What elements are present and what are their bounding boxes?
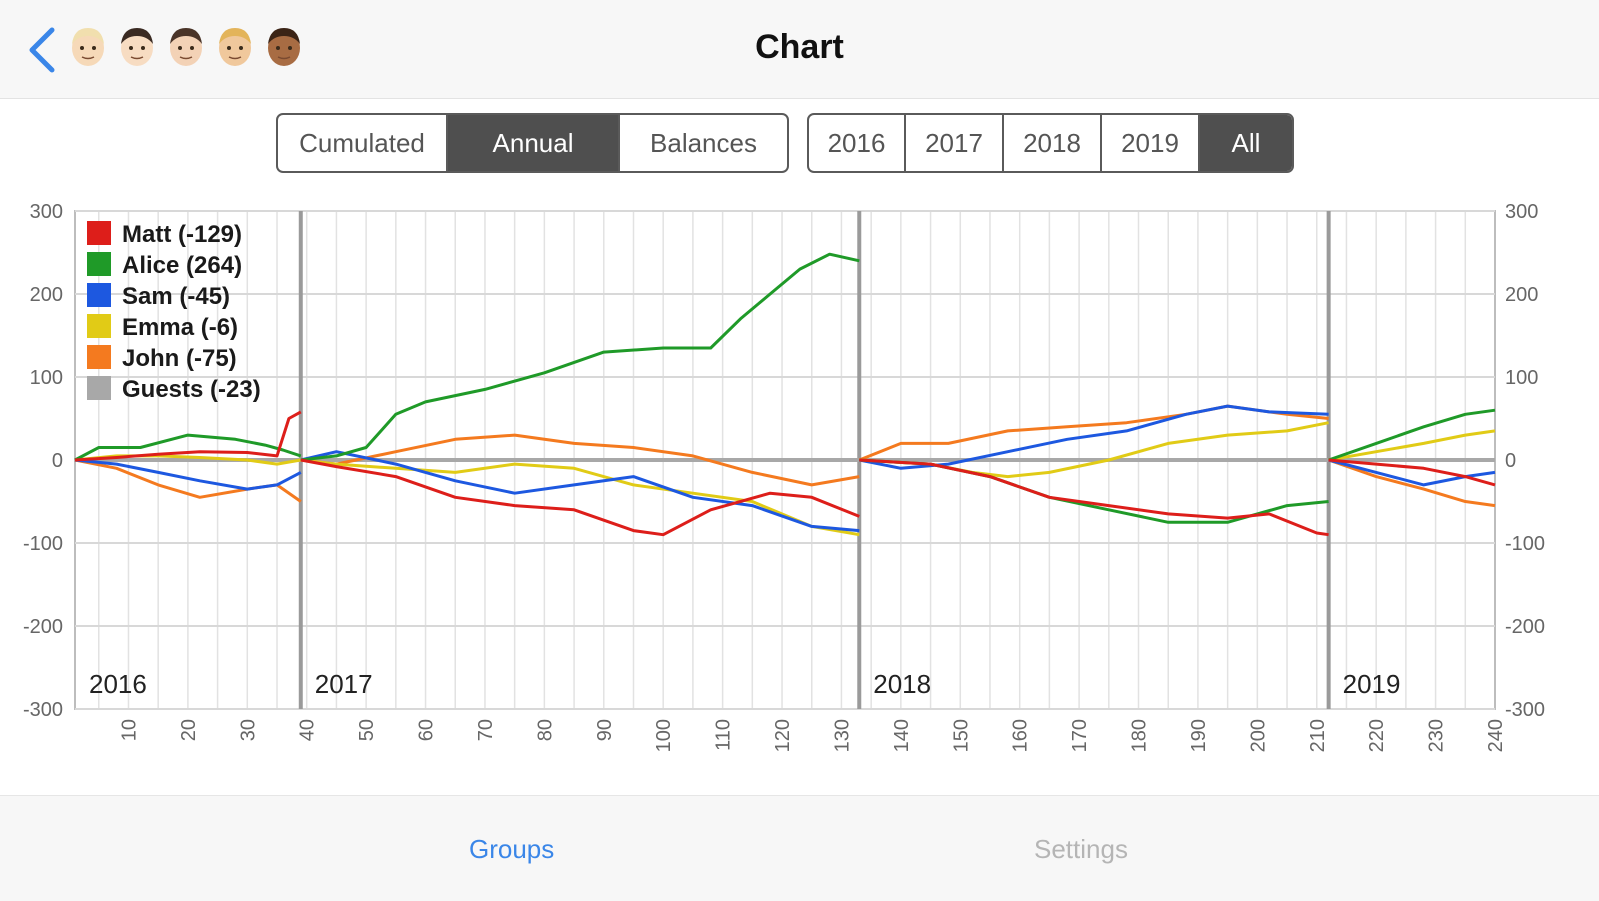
x-tick-label: 210 (1307, 719, 1329, 752)
x-tick-label: 160 (1010, 719, 1032, 752)
x-tick-label: 140 (891, 719, 913, 752)
series-line-alice (1328, 408, 1496, 462)
x-tick-label: 190 (1188, 719, 1210, 752)
year-option-2017[interactable]: 2017 (906, 115, 1004, 171)
series-line-alice (300, 252, 860, 462)
mode-option-cumulated[interactable]: Cumulated (278, 115, 448, 171)
mode-option-annual[interactable]: Annual (448, 115, 620, 171)
x-tick-label: 240 (1485, 719, 1507, 752)
year-option-2016[interactable]: 2016 (809, 115, 906, 171)
series-line-matt (1328, 458, 1496, 487)
x-tick-label: 50 (356, 719, 378, 741)
year-option-2018[interactable]: 2018 (1004, 115, 1102, 171)
x-tick-label: 220 (1366, 719, 1388, 752)
y-tick-label-left: 300 (30, 201, 63, 223)
legend-swatch-emma (87, 314, 111, 338)
legend-entry-john: John (-75) (122, 345, 237, 372)
y-tick-label-right: 0 (1505, 450, 1516, 472)
x-tick-label: 40 (297, 719, 319, 741)
mode-segmented-control: Cumulated Annual Balances (276, 113, 789, 173)
x-tick-label: 110 (713, 719, 735, 751)
x-tick-label: 90 (594, 719, 616, 741)
x-tick-label: 200 (1247, 719, 1269, 752)
year-option-all[interactable]: All (1200, 115, 1292, 171)
face-man-beard-icon (268, 28, 300, 66)
y-tick-label-left: 0 (52, 450, 63, 472)
y-tick-label-left: 100 (30, 367, 63, 389)
legend-entry-sam: Sam (-45) (122, 283, 230, 310)
x-tick-label: 20 (178, 719, 200, 741)
y-tick-label-right: 300 (1505, 201, 1538, 223)
legend-entry-alice: Alice (264) (122, 252, 242, 279)
series-line-sam (300, 450, 860, 533)
series-line-emma (74, 454, 302, 466)
navigation-bar: Chart (0, 0, 1599, 99)
x-tick-label: 10 (118, 719, 140, 741)
y-tick-label-left: -100 (23, 533, 63, 555)
series-line-sam (859, 404, 1329, 470)
year-segmented-control: 2016 2017 2018 2019 All (807, 113, 1294, 173)
x-tick-label: 100 (653, 719, 675, 752)
x-tick-label: 30 (237, 719, 259, 741)
balance-line-chart: 300 300 200 200 100 100 0 0 -100 -100 -200 -200 -300… (23, 201, 1545, 752)
series-line-sam (1328, 458, 1496, 487)
series-line-john (300, 433, 860, 487)
series-line-matt (859, 458, 1329, 537)
series-line-sam (74, 458, 302, 491)
legend-swatch-sam (87, 283, 111, 307)
period-label-2016: 2016 (89, 669, 147, 699)
y-tick-label-left: -300 (23, 699, 63, 721)
legend-entry-matt: Matt (-129) (122, 221, 242, 248)
tab-groups[interactable]: Groups (469, 834, 555, 864)
series-line-emma (300, 458, 860, 537)
legend-swatch-john (87, 345, 111, 369)
page-title: Chart (755, 28, 844, 66)
y-tick-label-left: 200 (30, 284, 63, 306)
back-chevron-icon[interactable] (22, 22, 62, 78)
legend-swatch-matt (87, 221, 111, 245)
face-boy-dark-hair-icon (121, 28, 153, 66)
series-line-emma (1328, 429, 1496, 462)
x-tick-label: 70 (475, 719, 497, 741)
y-tick-label-right: -200 (1505, 616, 1545, 638)
y-tick-label-left: -200 (23, 616, 63, 638)
x-tick-label: 80 (534, 719, 556, 741)
face-man-mustache-icon (170, 28, 202, 66)
mode-option-balances[interactable]: Balances (650, 127, 757, 158)
tab-settings[interactable]: Settings (1034, 834, 1128, 864)
legend-entry-emma: Emma (-6) (122, 314, 238, 341)
y-tick-label-right: -300 (1505, 699, 1545, 721)
period-label-2019: 2019 (1343, 669, 1401, 699)
y-tick-label-right: 100 (1505, 367, 1538, 389)
x-tick-label: 120 (772, 719, 794, 752)
series-line-matt (74, 410, 302, 462)
x-tick-label: 230 (1426, 719, 1448, 752)
series-line-john (1328, 458, 1496, 508)
year-option-2019[interactable]: 2019 (1102, 115, 1200, 171)
face-light-blond-icon (72, 28, 104, 66)
y-tick-label-right: -100 (1505, 533, 1545, 555)
x-tick-label: 60 (416, 719, 438, 741)
legend-entry-guests: Guests (-23) (122, 376, 261, 403)
face-woman-blonde-icon (219, 28, 251, 66)
x-tick-label: 170 (1069, 719, 1091, 752)
period-label-2018: 2018 (873, 669, 931, 699)
period-label-2017: 2017 (315, 669, 373, 699)
series-line-matt (300, 458, 860, 537)
y-tick-label-right: 200 (1505, 284, 1538, 306)
legend-swatch-alice (87, 252, 111, 276)
legend-swatch-guests (87, 376, 111, 400)
x-tick-label: 130 (831, 719, 853, 752)
x-tick-label: 180 (1129, 719, 1151, 752)
x-tick-label: 150 (950, 719, 972, 752)
tab-bar: Groups Settings (0, 795, 1599, 901)
